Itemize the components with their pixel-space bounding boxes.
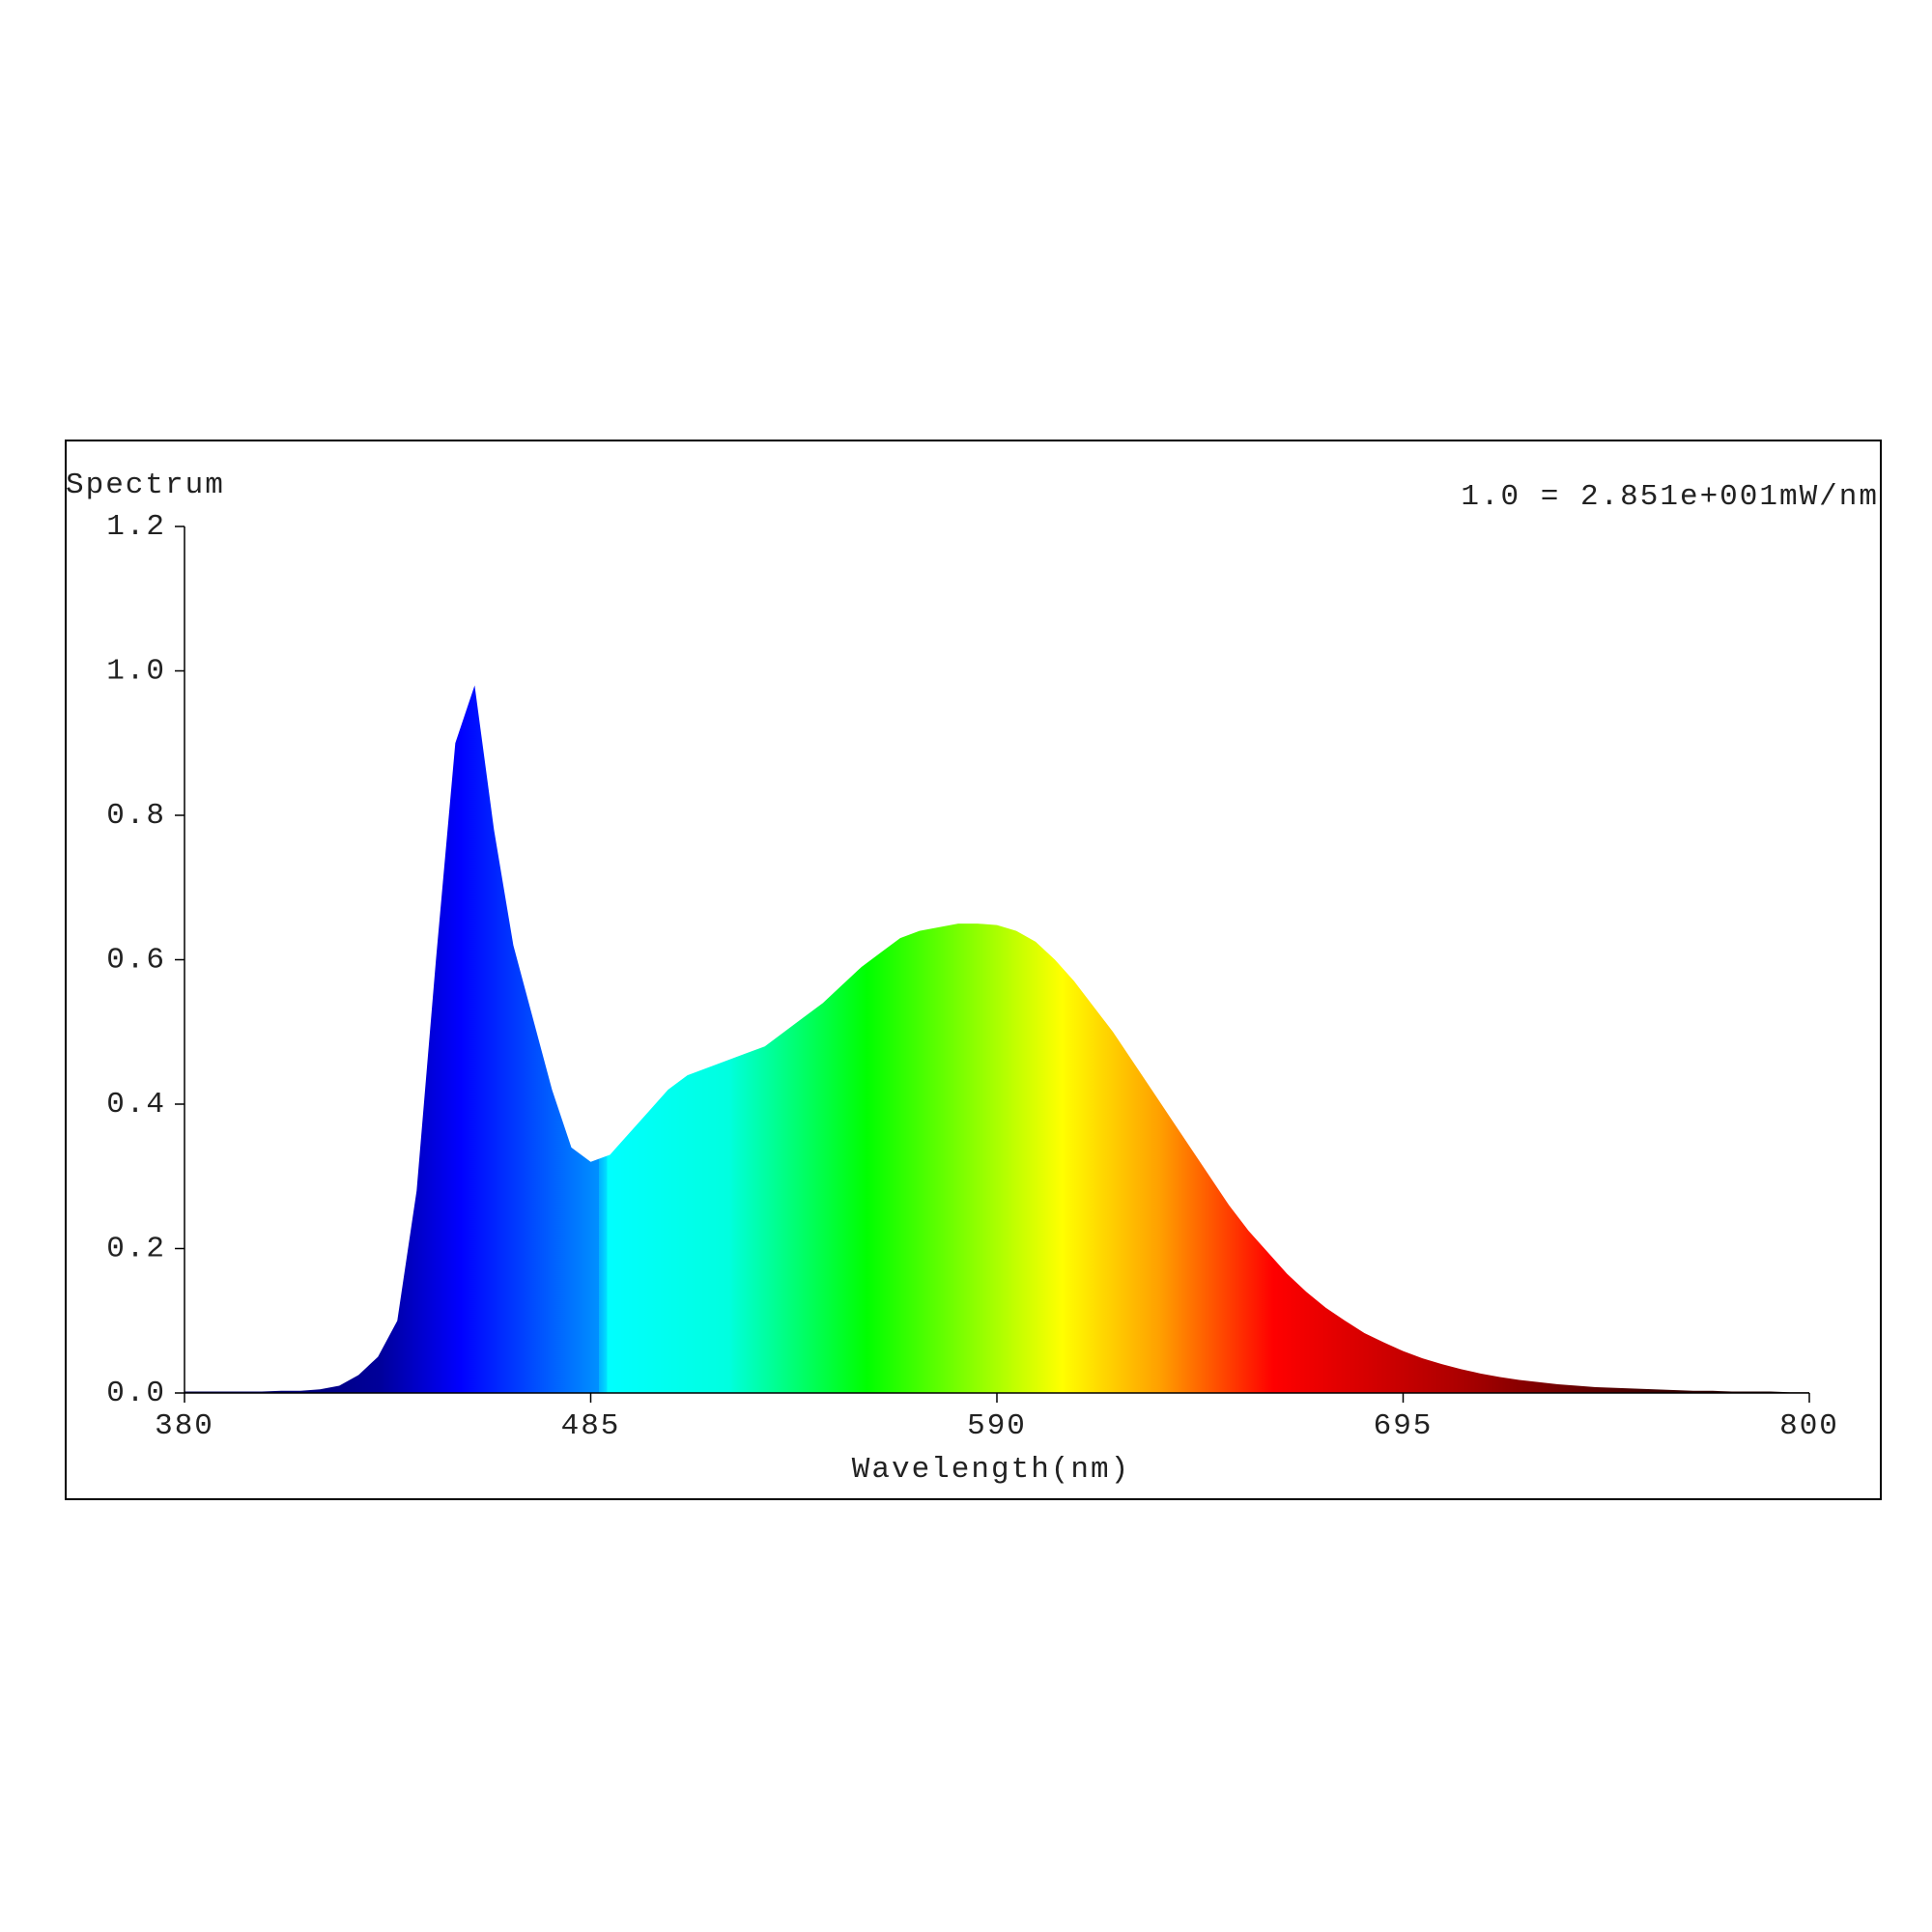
y-tick-label: 1.0 bbox=[106, 655, 166, 689]
x-tick-label: 380 bbox=[155, 1409, 214, 1443]
y-tick-label: 0.8 bbox=[106, 799, 166, 833]
frame bbox=[65, 440, 1882, 1500]
x-tick-label: 800 bbox=[1779, 1409, 1839, 1443]
y-tick-label: 0.6 bbox=[106, 944, 166, 978]
y-tick-label: 0.0 bbox=[106, 1377, 166, 1410]
y-tick-label: 0.2 bbox=[106, 1233, 166, 1266]
y-axis-title: Spectrum bbox=[66, 469, 225, 502]
spectrum-area bbox=[185, 685, 1809, 1393]
x-axis-title: Wavelength(nm) bbox=[852, 1453, 1130, 1487]
annotation: 1.0 = 2.851e+001mW/nm bbox=[1461, 480, 1879, 514]
x-tick-label: 590 bbox=[967, 1409, 1027, 1443]
x-tick-label: 695 bbox=[1374, 1409, 1434, 1443]
x-tick-label: 485 bbox=[561, 1409, 621, 1443]
y-tick-label: 1.2 bbox=[106, 510, 166, 544]
y-tick-label: 0.4 bbox=[106, 1088, 166, 1122]
